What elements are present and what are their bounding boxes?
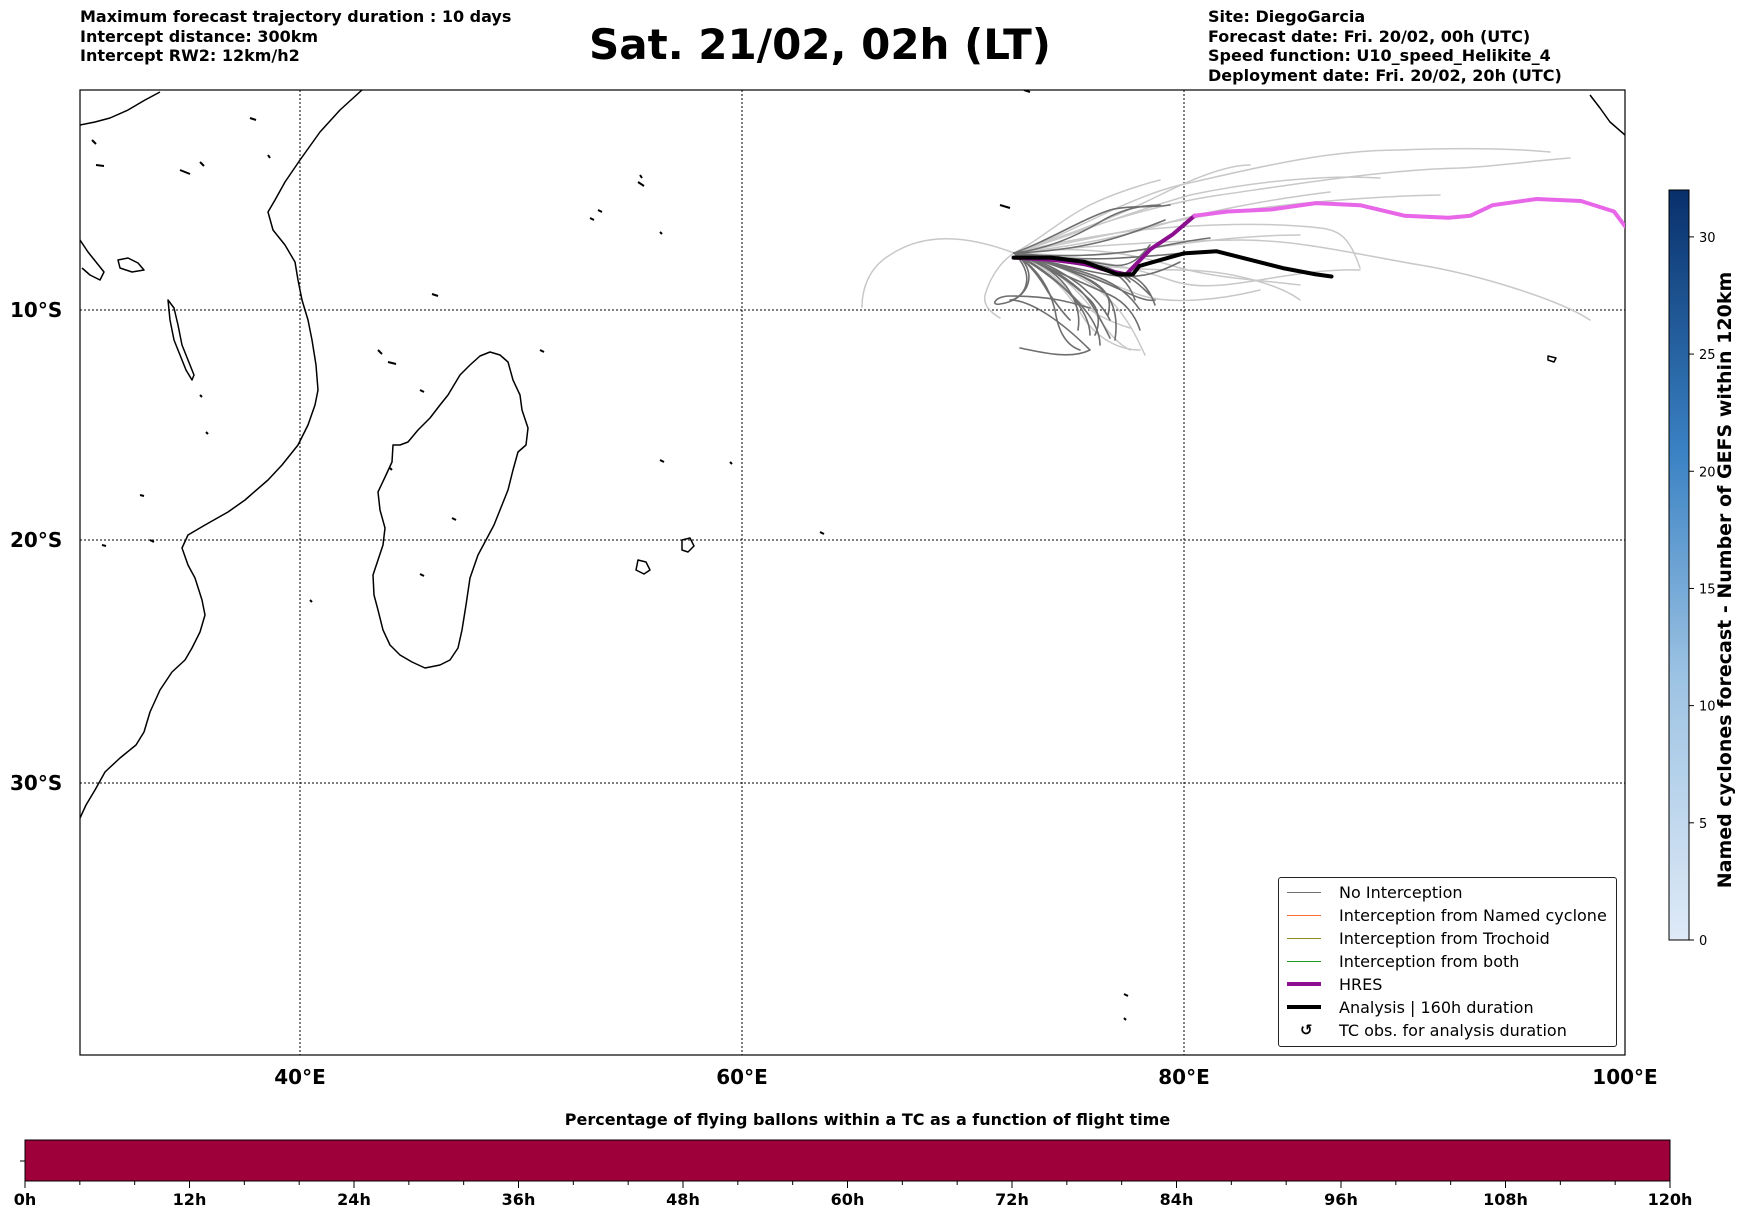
lon-label-60e: 60°E <box>716 1065 768 1089</box>
colorbar-tick-label: 25 <box>1699 348 1716 363</box>
legend-item-hres: HRES <box>1287 973 1617 996</box>
colorbar-tick-label: 30 <box>1699 231 1716 246</box>
timeline-tick-label: 108h <box>1483 1190 1528 1209</box>
timeline-title: Percentage of flying ballons within a TC… <box>564 1110 1171 1129</box>
lat-label-10s: 10°S <box>10 298 62 322</box>
legend-label: Interception from both <box>1339 952 1520 971</box>
east-coast-top <box>1589 94 1625 136</box>
lon-label-80e: 80°E <box>1158 1065 1210 1089</box>
gridlines <box>80 90 1625 1055</box>
legend-swatch <box>1287 961 1321 962</box>
legend-item-tc-obs: ↺ TC obs. for analysis duration <box>1287 1019 1617 1042</box>
legend-item-named-cyclone: Interception from Named cyclone <box>1287 904 1617 927</box>
somalia-gulf <box>80 91 161 126</box>
legend-label: TC obs. for analysis duration <box>1339 1021 1567 1040</box>
legend: No Interception Interception from Named … <box>1278 877 1617 1047</box>
legend-item-analysis: Analysis | 160h duration <box>1287 996 1617 1019</box>
legend-label: HRES <box>1339 975 1383 994</box>
header-left-line-rw2: Intercept RW2: 12km/h2 <box>80 46 300 65</box>
lat-label-30s: 30°S <box>10 771 62 795</box>
lat-label-20s: 20°S <box>10 528 62 552</box>
timeline-tick-label: 0h <box>14 1190 37 1209</box>
lon-label-40e: 40°E <box>274 1065 326 1089</box>
colorbar-tick-label: 15 <box>1699 582 1716 597</box>
hres-future-track <box>1192 197 1625 229</box>
header-right-line-forecast: Forecast date: Fri. 20/02, 00h (UTC) <box>1208 26 1531 46</box>
island-reunion <box>635 559 651 575</box>
page-title: Sat. 21/02, 02h (LT) <box>589 20 1051 69</box>
header-right: Site: DiegoGarcia Forecast date: Fri. 20… <box>1208 7 1562 85</box>
colorbar-tick-label: 0 <box>1699 934 1707 949</box>
legend-label: Analysis | 160h duration <box>1339 998 1534 1017</box>
legend-swatch <box>1287 915 1321 916</box>
island-mauritius <box>681 537 695 553</box>
timeline-tick-label: 12h <box>173 1190 207 1209</box>
arabia-coastline <box>80 239 105 281</box>
island-socotra <box>117 257 145 273</box>
colorbar-label-text: Named cyclones forecast - Number of GEFS… <box>1714 271 1736 889</box>
timeline-tick-label: 24h <box>337 1190 371 1209</box>
header-right-line-speed: Speed function: U10_speed_Helikite_4 <box>1208 46 1551 65</box>
header-left-line-duration: Maximum forecast trajectory duration : 1… <box>80 7 512 26</box>
timeline-tick-label: 120h <box>1648 1190 1693 1209</box>
timeline-tick-label: 48h <box>666 1190 700 1209</box>
colorbar-tick-label: 5 <box>1699 817 1707 832</box>
legend-label: Interception from Trochoid <box>1339 929 1550 948</box>
island-comoros <box>167 299 195 381</box>
header-left-line-distance: Intercept distance: 300km <box>80 26 319 46</box>
legend-swatch <box>1287 892 1321 893</box>
cyclone-colorbar-ticks: 0 5 10 15 20 25 30 <box>1689 231 1716 949</box>
timeline-tick-label: 96h <box>1324 1190 1358 1209</box>
header-right-line-deployment: Deployment date: Fri. 20/02, 20h (UTC) <box>1208 65 1562 85</box>
tc-obs-icon: ↺ <box>1300 1021 1313 1039</box>
header-left: Maximum forecast trajectory duration : 1… <box>80 7 511 66</box>
legend-item-trochoid: Interception from Trochoid <box>1287 927 1617 950</box>
madagascar-coastline <box>372 351 529 669</box>
lon-label-100e: 100°E <box>1592 1065 1657 1089</box>
tiny-islets <box>91 90 1129 1021</box>
timeline-tick-label: 36h <box>502 1190 536 1209</box>
trajectories <box>861 147 1625 356</box>
legend-item-both: Interception from both <box>1287 950 1617 973</box>
legend-label: Interception from Named cyclone <box>1339 906 1607 925</box>
legend-swatch <box>1287 982 1321 986</box>
legend-item-no-interception: No Interception <box>1287 881 1617 904</box>
island-rodrigues <box>1547 355 1557 363</box>
header-right-line-site: Site: DiegoGarcia <box>1208 7 1366 26</box>
flight-time-ticks: 0h 12h 24h 36h 48h 60h 72h 84h 96h 108h 120h <box>14 1181 1693 1209</box>
timeline-tick-label: 84h <box>1160 1190 1194 1209</box>
coastlines <box>80 90 1625 1021</box>
timeline-tick-label: 60h <box>831 1190 865 1209</box>
africa-coastline <box>80 90 363 819</box>
timeline-tick-label: 72h <box>995 1190 1029 1209</box>
analysis-track <box>1011 249 1334 279</box>
cyclone-colorbar <box>1668 189 1690 941</box>
colorbar-tick-label: 20 <box>1699 465 1716 480</box>
legend-swatch <box>1287 938 1321 939</box>
flight-time-bar <box>24 1139 1671 1182</box>
legend-label: No Interception <box>1339 883 1463 902</box>
colorbar-tick-label: 10 <box>1699 700 1716 715</box>
legend-swatch <box>1287 1005 1321 1009</box>
